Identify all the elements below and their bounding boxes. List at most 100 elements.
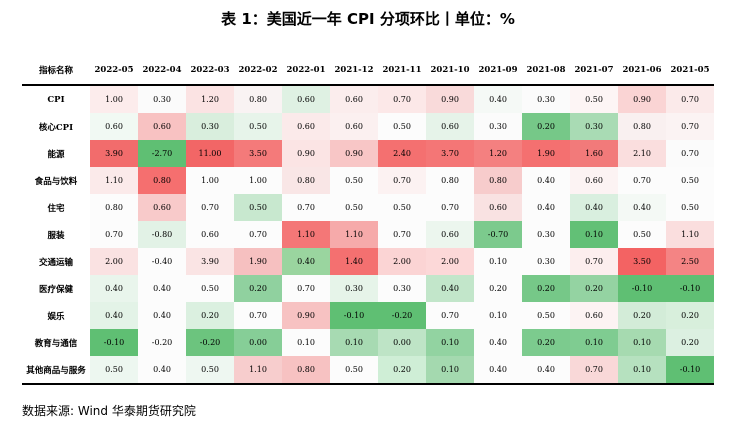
value-cell: 0.70 [378,221,426,248]
value-cell: 0.50 [186,356,234,385]
value-cell: 0.80 [474,167,522,194]
value-cell: 0.70 [426,194,474,221]
row-label: 医疗保健 [38,284,73,295]
column-header: 2021-12 [330,56,378,86]
value-cell: 0.30 [330,275,378,302]
row-label: 服装 [47,230,65,241]
value-cell: 3.70 [426,140,474,167]
table-row: 医疗保健 0.40 0.40 0.50 0.20 0.70 0.30 0.30 0.40 0.20… [22,275,714,302]
value-cell: 0.30 [186,113,234,140]
value-cell: -0.20 [138,329,186,356]
row-label: 核心CPI [38,122,74,133]
value-cell: 0.60 [570,167,618,194]
value-cell: 0.20 [186,302,234,329]
value-cell: 0.50 [522,302,570,329]
column-header: 2022-03 [186,56,234,86]
value-cell: 0.70 [666,140,714,167]
value-cell: 0.50 [666,167,714,194]
column-header: 2022-01 [282,56,330,86]
value-cell: 2.40 [378,140,426,167]
value-cell: 0.60 [330,85,378,113]
value-cell: 0.50 [378,113,426,140]
value-cell: 0.10 [330,329,378,356]
column-header: 2022-04 [138,56,186,86]
value-cell: 1.60 [570,140,618,167]
column-header: 2021-08 [522,56,570,86]
table-row: 核心CPI 0.60 0.60 0.30 0.50 0.60 0.60 0.50 0.60 0.3… [22,113,714,140]
value-cell: 0.70 [282,275,330,302]
value-cell: -0.20 [378,302,426,329]
value-cell: 0.70 [90,221,138,248]
value-cell: 0.20 [666,329,714,356]
value-cell: 0.40 [570,194,618,221]
value-cell: -0.10 [666,356,714,385]
value-cell: 0.40 [282,248,330,275]
value-cell: -0.70 [474,221,522,248]
row-label: 其他商品与服务 [22,356,90,385]
value-cell: 0.70 [666,113,714,140]
value-cell: 0.20 [666,302,714,329]
value-cell: 0.40 [522,167,570,194]
value-cell: 0.30 [522,221,570,248]
value-cell: 0.50 [330,167,378,194]
value-cell: 0.80 [234,85,282,113]
value-cell: 0.10 [474,302,522,329]
value-cell: 0.40 [138,302,186,329]
row-label: 能源 [47,149,65,160]
table-row: 其他商品与服务 0.50 0.40 0.50 1.10 0.80 0.50 0.20 0.10 0… [22,356,714,385]
value-cell: 0.30 [522,248,570,275]
value-cell: 0.70 [282,194,330,221]
value-cell: 0.40 [474,85,522,113]
value-cell: 1.10 [666,221,714,248]
row-label: 交通运输 [38,257,73,268]
row-label: 娱乐 [47,311,65,322]
value-cell: 0.40 [138,356,186,385]
column-header: 2022-05 [90,56,138,86]
value-cell: 2.10 [618,140,666,167]
value-cell: 0.50 [234,194,282,221]
value-cell: 1.20 [186,85,234,113]
value-cell: 0.60 [282,113,330,140]
value-cell: 0.40 [90,275,138,302]
value-cell: 1.40 [330,248,378,275]
value-cell: 0.80 [426,167,474,194]
value-cell: 3.50 [618,248,666,275]
value-cell: 1.00 [186,167,234,194]
value-cell: -0.40 [138,248,186,275]
value-cell: 0.60 [138,194,186,221]
value-cell: 0.70 [570,356,618,385]
value-cell: -2.70 [138,140,186,167]
value-cell: 0.20 [234,275,282,302]
value-cell: 0.30 [474,113,522,140]
value-cell: 3.90 [90,140,138,167]
value-cell: 2.00 [426,248,474,275]
column-header: 2021-05 [666,56,714,86]
column-header: 2021-06 [618,56,666,86]
value-cell: 0.50 [90,356,138,385]
table-row: 教育与通信 -0.10 -0.20 -0.20 0.00 0.10 0.10 0.00 0.10… [22,329,714,356]
value-cell: 0.50 [330,356,378,385]
value-cell: 0.70 [186,194,234,221]
value-cell: 0.90 [618,85,666,113]
value-cell: 0.60 [90,113,138,140]
value-cell: 0.40 [618,194,666,221]
value-cell: -0.80 [138,221,186,248]
data-source-note: 数据来源: Wind 华泰期货研究院 [22,404,196,418]
value-cell: 0.40 [474,329,522,356]
value-cell: 0.10 [426,356,474,385]
value-cell: 0.60 [330,113,378,140]
value-cell: 0.40 [426,275,474,302]
value-cell: 0.30 [570,113,618,140]
column-header: 2021-11 [378,56,426,86]
value-cell: 0.50 [570,85,618,113]
value-cell: 0.00 [378,329,426,356]
value-cell: 0.00 [234,329,282,356]
value-cell: 0.10 [618,356,666,385]
value-cell: 0.10 [282,329,330,356]
value-cell: 0.20 [570,275,618,302]
value-cell: 1.10 [234,356,282,385]
value-cell: 0.50 [618,221,666,248]
value-cell: 0.90 [282,140,330,167]
value-cell: 0.80 [282,356,330,385]
table-body: CPI 1.00 0.30 1.20 0.80 0.60 0.60 0.70 0.90 0.40 0… [22,85,714,385]
